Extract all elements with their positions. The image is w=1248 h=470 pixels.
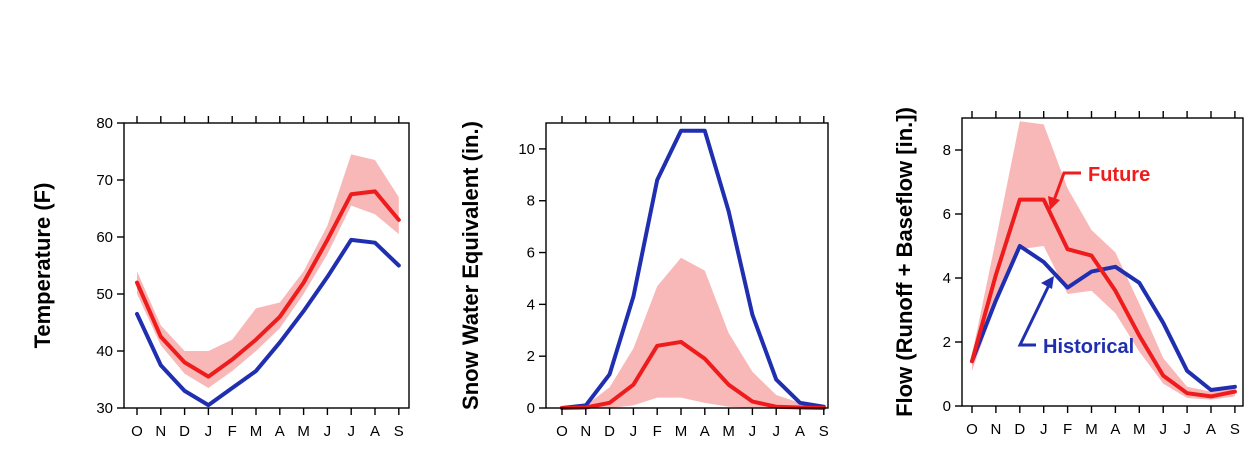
- y-axis-label: Snow Water Equivalent (in.): [458, 121, 483, 410]
- x-tick-label: A: [1206, 421, 1216, 438]
- x-tick-label: F: [228, 423, 237, 440]
- x-tick-label: A: [1110, 421, 1120, 438]
- x-tick-label: J: [205, 423, 213, 440]
- y-axis-label: Temperature (F): [30, 183, 55, 349]
- historical-annotation-arrowhead: [1041, 276, 1054, 289]
- y-tick-label: 40: [96, 343, 113, 360]
- y-tick-label: 2: [527, 348, 535, 365]
- future-range-band: [562, 257, 824, 408]
- x-tick-label: J: [1159, 421, 1167, 438]
- x-tick-label: J: [749, 423, 757, 440]
- y-tick-label: 60: [96, 229, 113, 246]
- plot-frame: [961, 117, 1244, 407]
- future-range-band: [137, 154, 399, 389]
- x-tick-label: S: [1230, 421, 1240, 438]
- y-tick-label: 8: [527, 193, 535, 210]
- historical-series-line: [560, 128, 826, 410]
- x-tick-label: M: [1085, 421, 1098, 438]
- x-tick-label: S: [819, 423, 829, 440]
- y-tick-label: 80: [96, 115, 113, 132]
- x-tick-label: S: [394, 423, 404, 440]
- future-range-band: [972, 121, 1235, 400]
- y-tick-label: 4: [943, 270, 951, 287]
- x-tick-label: F: [653, 423, 662, 440]
- future-series-line: [135, 189, 401, 379]
- x-tick-label: O: [131, 423, 143, 440]
- x-tick-label: J: [772, 423, 780, 440]
- future-annotation-arrow: [1051, 171, 1081, 204]
- y-axis-label: Flow (Runoff + Baseflow [in.]): [892, 107, 917, 417]
- y-tick-label: 10: [518, 141, 535, 158]
- y-tick-label: 70: [96, 172, 113, 189]
- x-tick-label: M: [675, 423, 688, 440]
- y-tick-label: 8: [943, 142, 951, 159]
- x-tick-label: N: [155, 423, 166, 440]
- y-tick-label: 6: [943, 206, 951, 223]
- x-tick-label: A: [700, 423, 710, 440]
- x-tick-label: J: [347, 423, 355, 440]
- x-tick-label: J: [630, 423, 638, 440]
- future-series-line: [970, 197, 1237, 399]
- x-tick-label: D: [179, 423, 190, 440]
- future-series-line: [560, 339, 826, 410]
- historical-series-line: [135, 237, 401, 408]
- x-tick-label: F: [1063, 421, 1072, 438]
- x-tick-label: J: [324, 423, 332, 440]
- y-tick-label: 0: [943, 398, 951, 415]
- x-tick-label: O: [556, 423, 568, 440]
- x-tick-label: N: [990, 421, 1001, 438]
- x-tick-label: J: [1040, 421, 1048, 438]
- plot-frame: [545, 122, 829, 409]
- plot-frame: [123, 122, 410, 409]
- future-annotation-arrowhead: [1048, 196, 1060, 210]
- x-tick-label: O: [966, 421, 978, 438]
- x-tick-label: D: [604, 423, 615, 440]
- x-tick-label: D: [1014, 421, 1025, 438]
- y-tick-label: 6: [527, 245, 535, 262]
- x-tick-label: M: [722, 423, 735, 440]
- x-tick-label: J: [1183, 421, 1191, 438]
- x-tick-label: A: [275, 423, 285, 440]
- historical-annotation-arrow: [1017, 282, 1052, 347]
- historical-annotation-label: Historical: [1043, 336, 1134, 358]
- historical-series-line: [970, 244, 1237, 392]
- future-annotation-label: Future: [1088, 164, 1150, 186]
- y-tick-label: 0: [527, 400, 535, 417]
- x-tick-label: A: [795, 423, 805, 440]
- x-tick-label: M: [1133, 421, 1146, 438]
- x-tick-label: M: [250, 423, 263, 440]
- x-tick-label: N: [580, 423, 591, 440]
- y-tick-label: 30: [96, 400, 113, 417]
- y-tick-label: 50: [96, 286, 113, 303]
- y-tick-label: 2: [943, 334, 951, 351]
- x-tick-label: M: [297, 423, 310, 440]
- y-tick-label: 4: [527, 296, 535, 313]
- x-tick-label: A: [370, 423, 380, 440]
